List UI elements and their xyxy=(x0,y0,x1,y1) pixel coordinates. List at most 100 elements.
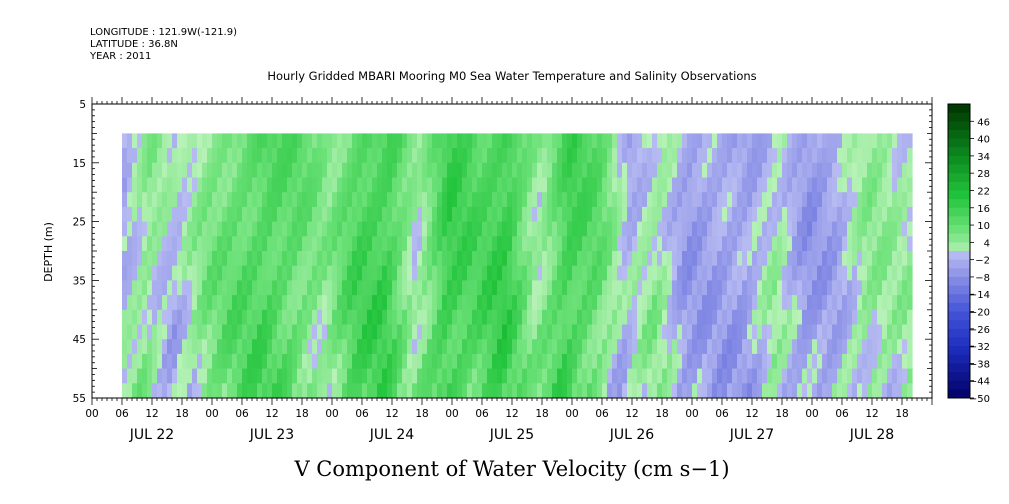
field-cell xyxy=(132,324,138,340)
field-cell xyxy=(672,162,678,179)
field-cell xyxy=(752,236,758,252)
field-cell xyxy=(422,265,428,281)
field-cell xyxy=(417,353,423,370)
field-cell xyxy=(902,324,908,340)
field-cell xyxy=(352,162,358,179)
field-cell xyxy=(247,251,253,267)
field-cell xyxy=(477,295,483,311)
field-cell xyxy=(427,339,433,355)
field-cell xyxy=(487,324,493,340)
field-cell xyxy=(652,383,658,398)
field-cell xyxy=(187,353,193,370)
field-cell xyxy=(172,251,178,267)
field-cell xyxy=(612,383,618,398)
field-cell xyxy=(332,353,338,370)
colorbar-segment xyxy=(948,337,970,347)
field-cell xyxy=(572,295,578,311)
field-cell xyxy=(617,206,623,223)
field-cell xyxy=(382,162,388,179)
field-cell xyxy=(887,177,893,193)
field-cell xyxy=(217,324,223,340)
field-cell xyxy=(542,353,548,370)
field-cell xyxy=(377,162,383,179)
field-cell xyxy=(512,177,518,193)
field-cell xyxy=(142,162,148,179)
field-cell xyxy=(582,265,588,281)
field-cell xyxy=(677,162,683,179)
field-cell xyxy=(347,177,353,193)
y-tick-label: 35 xyxy=(73,275,86,287)
field-cell xyxy=(177,177,183,193)
field-cell xyxy=(467,133,473,149)
field-cell xyxy=(132,162,138,179)
field-cell xyxy=(542,295,548,311)
x-hour-label: 18 xyxy=(895,408,908,420)
field-cell xyxy=(247,280,253,296)
field-cell xyxy=(752,192,758,208)
field-cell xyxy=(742,280,748,296)
field-cell xyxy=(702,148,708,164)
field-cell xyxy=(587,324,593,340)
field-cell xyxy=(872,383,878,398)
field-cell xyxy=(477,133,483,149)
field-cell xyxy=(617,295,623,311)
field-cell xyxy=(497,133,503,149)
field-cell xyxy=(307,206,313,223)
field-cell xyxy=(252,236,258,252)
field-cell xyxy=(157,206,163,223)
field-cell xyxy=(762,309,768,326)
field-cell xyxy=(757,295,763,311)
field-cell xyxy=(222,192,228,208)
field-cell xyxy=(227,280,233,296)
field-cell xyxy=(192,133,198,149)
field-cell xyxy=(267,162,273,179)
field-cell xyxy=(532,148,538,164)
field-cell xyxy=(132,206,138,223)
field-cell xyxy=(187,206,193,223)
field-cell xyxy=(342,221,348,237)
field-cell xyxy=(842,265,848,281)
field-cell xyxy=(412,251,418,267)
field-cell xyxy=(402,265,408,281)
field-cell xyxy=(807,206,813,223)
field-cell xyxy=(192,265,198,281)
field-cell xyxy=(362,133,368,149)
field-cell xyxy=(232,251,238,267)
field-cell xyxy=(567,192,573,208)
field-cell xyxy=(552,353,558,370)
field-cell xyxy=(632,265,638,281)
field-cell xyxy=(557,133,563,149)
field-cell xyxy=(497,309,503,326)
colorbar-segment xyxy=(948,328,970,338)
field-cell xyxy=(572,265,578,281)
field-cell xyxy=(607,280,613,296)
field-cell xyxy=(272,309,278,326)
field-cell xyxy=(212,309,218,326)
field-cell xyxy=(577,192,583,208)
field-cell xyxy=(317,324,323,340)
field-cell xyxy=(287,206,293,223)
field-cell xyxy=(742,148,748,164)
field-cell xyxy=(192,251,198,267)
field-cell xyxy=(802,265,808,281)
field-cell xyxy=(907,353,913,370)
field-cell xyxy=(882,192,888,208)
field-cell xyxy=(807,295,813,311)
field-cell xyxy=(152,133,158,149)
field-cell xyxy=(732,221,738,237)
field-cell xyxy=(667,295,673,311)
field-cell xyxy=(677,353,683,370)
field-cell xyxy=(287,133,293,149)
field-cell xyxy=(487,383,493,398)
field-cell xyxy=(447,383,453,398)
field-cell xyxy=(742,383,748,398)
field-cell xyxy=(362,148,368,164)
field-cell xyxy=(732,251,738,267)
field-cell xyxy=(342,177,348,193)
field-cell xyxy=(627,280,633,296)
field-cell xyxy=(612,339,618,355)
colorbar-tick-label: 10 xyxy=(977,221,990,232)
field-cell xyxy=(892,192,898,208)
field-cell xyxy=(142,148,148,164)
field-cell xyxy=(232,309,238,326)
